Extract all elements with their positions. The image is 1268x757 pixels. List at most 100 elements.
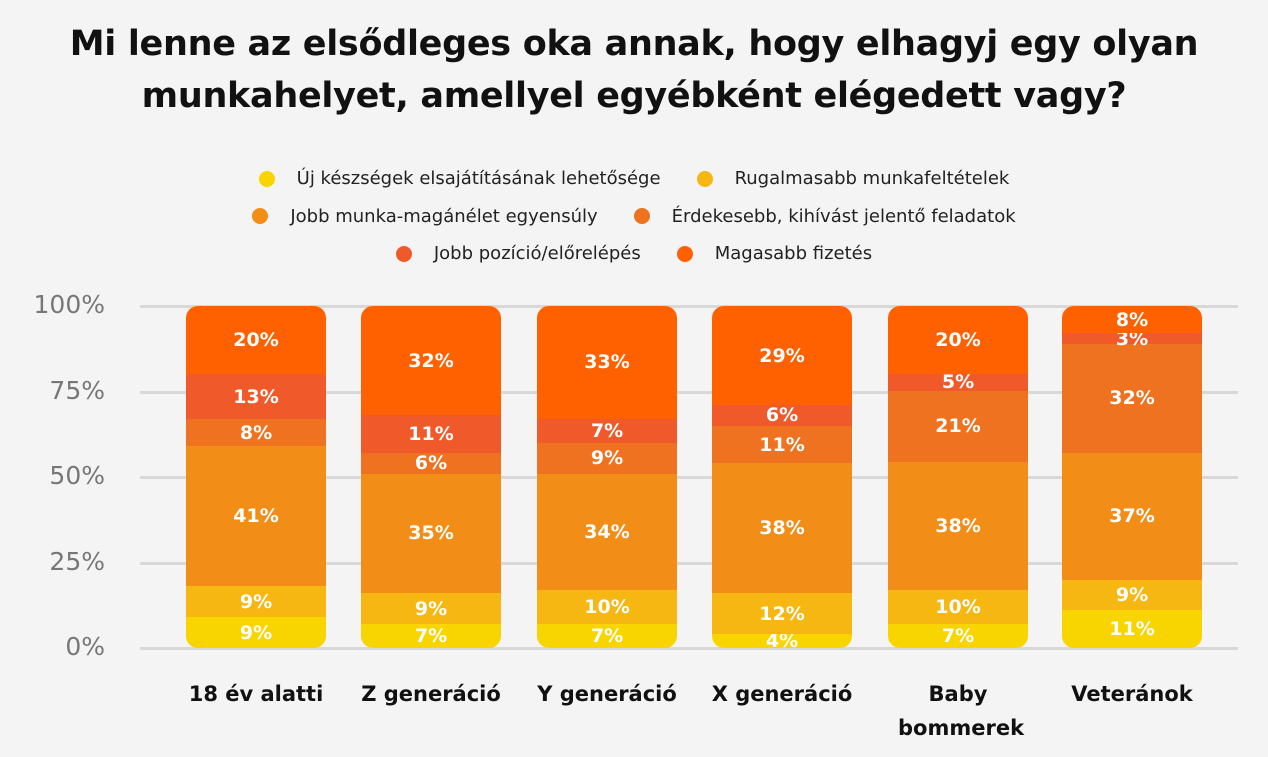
gridline	[140, 647, 1238, 650]
data-label: 7%	[414, 625, 448, 648]
data-label: 6%	[414, 452, 448, 475]
bar-segment: 37%	[1062, 453, 1202, 580]
data-label: 9%	[1115, 584, 1149, 606]
legend-label: Érdekesebb, kihívást jelentő feladatok	[671, 205, 1016, 227]
data-label: 8%	[1115, 308, 1149, 331]
data-label: 20%	[935, 328, 981, 351]
bar-segment: 34%	[537, 473, 677, 590]
bar-segment: 20%	[186, 306, 326, 375]
legend-label: Jobb munka-magánélet egyensúly	[290, 205, 598, 227]
bar-stack: 7% 9% 35% 6% 11% 32%	[361, 306, 501, 648]
bar-stack: 9% 9% 41% 8% 13% 20%	[186, 306, 326, 648]
x-tick-label: Y generáció	[537, 682, 677, 706]
chart-title: Mi lenne az elsődleges oka annak, hogy e…	[69, 24, 1199, 116]
bar-segment: 11%	[361, 415, 501, 454]
legend-item: Új készségek elsajátításának lehetősége	[258, 168, 661, 190]
legend-item: Rugalmasabb munkafeltételek	[696, 168, 1009, 189]
data-label: 34%	[584, 520, 630, 543]
bar-segment: 11%	[1062, 610, 1202, 648]
bar-segment: 8%	[1062, 306, 1202, 334]
bar-segment: 13%	[186, 374, 326, 419]
bar-segment: 21%	[888, 390, 1028, 462]
bar-segment: 7%	[888, 624, 1028, 648]
legend-marker	[258, 170, 275, 187]
x-tick-label: X generáció	[711, 682, 853, 706]
data-label: 11%	[759, 433, 805, 456]
data-label: 21%	[935, 415, 981, 438]
bar-segment: 12%	[712, 593, 852, 635]
bar-segment: 6%	[712, 404, 852, 427]
bar-segment: 9%	[361, 593, 501, 625]
data-label: 20%	[233, 329, 279, 352]
data-label: 9%	[239, 590, 273, 613]
bar-stack: 7% 10% 34% 9% 7% 33%	[537, 306, 677, 648]
x-tick-label: Baby bommerek	[898, 682, 1025, 740]
legend-marker	[395, 245, 412, 262]
data-label: 9%	[414, 597, 448, 620]
data-label: 38%	[759, 517, 805, 540]
data-label: 12%	[759, 602, 805, 625]
data-label: 9%	[590, 447, 624, 470]
data-label: 13%	[233, 385, 279, 408]
data-label: 33%	[584, 351, 630, 374]
bar-segment: 9%	[537, 442, 677, 474]
data-label: 9%	[239, 621, 273, 644]
y-tick-label: 100%	[33, 290, 105, 319]
data-label: 6%	[765, 404, 799, 427]
x-tick-label: Veteránok	[1071, 682, 1193, 706]
legend-item: Jobb munka-magánélet egyensúly	[252, 205, 598, 227]
legend: Új készségek elsajátításának lehetősége R…	[0, 160, 1268, 273]
legend-marker	[633, 208, 650, 225]
legend-row: Új készségek elsajátításának lehetősége R…	[0, 160, 1268, 198]
y-tick-label: 75%	[49, 375, 105, 405]
legend-item: Érdekesebb, kihívást jelentő feladatok	[633, 205, 1016, 227]
legend-item: Jobb pozíció/előrelépés	[395, 243, 641, 265]
data-label: 5%	[941, 371, 975, 394]
bar-segment: 20%	[888, 306, 1028, 374]
y-tick-label: 0%	[65, 632, 105, 661]
legend-marker	[676, 245, 693, 262]
bar-stack: 11% 9% 37% 32% 3% 8%	[1062, 306, 1202, 648]
gridline	[140, 561, 1238, 565]
data-label: 37%	[1109, 505, 1155, 528]
bar-segment: 11%	[712, 425, 852, 464]
bar-segment: 3%	[1062, 328, 1202, 350]
bar-segment: 5%	[888, 371, 1028, 394]
y-tick-label: 50%	[49, 461, 105, 490]
bar-segment: 10%	[537, 589, 677, 625]
gridline	[140, 390, 1238, 394]
bar-segment: 6%	[361, 452, 501, 475]
bar-segment: 4%	[712, 630, 852, 648]
legend-label: Jobb pozíció/előrelépés	[433, 243, 641, 265]
legend-label: Magasabb fizetés	[714, 243, 873, 265]
bar-segment: 8%	[186, 418, 326, 447]
legend-row: Jobb munka-magánélet egyensúly Érdekesebb…	[0, 198, 1268, 236]
data-label: 32%	[408, 349, 454, 372]
legend-label: Új készségek elsajátításának lehetősége	[296, 168, 661, 190]
y-tick-label: 25%	[49, 546, 105, 576]
data-label: 35%	[408, 522, 454, 545]
bar-segment: 9%	[186, 617, 326, 648]
bar-segment: 32%	[361, 306, 501, 416]
data-label: 10%	[584, 595, 630, 618]
data-label: 38%	[935, 515, 981, 538]
bar-segment: 35%	[361, 473, 501, 594]
x-tick-label: 18 év alatti	[188, 682, 324, 706]
data-label: 29%	[759, 344, 805, 367]
data-label: 11%	[1109, 618, 1155, 641]
bar-stack: 4% 12% 38% 11% 6% 29%	[712, 306, 852, 648]
data-label: 8%	[239, 421, 273, 444]
x-tick-label: Z generáció	[361, 682, 501, 706]
bar-segment: 32%	[1062, 343, 1202, 454]
bar-segment: 7%	[361, 624, 501, 648]
bar-segment: 29%	[712, 306, 852, 406]
bar-segment: 38%	[712, 463, 852, 594]
data-label: 11%	[408, 423, 454, 446]
data-label: 7%	[590, 419, 624, 442]
gridline	[140, 305, 1238, 308]
gridline	[140, 476, 1238, 479]
bar-segment: 7%	[537, 624, 677, 648]
legend-row: Jobb pozíció/előrelépés Magasabb fizetés	[0, 235, 1268, 273]
bar-segment: 10%	[888, 590, 1028, 625]
